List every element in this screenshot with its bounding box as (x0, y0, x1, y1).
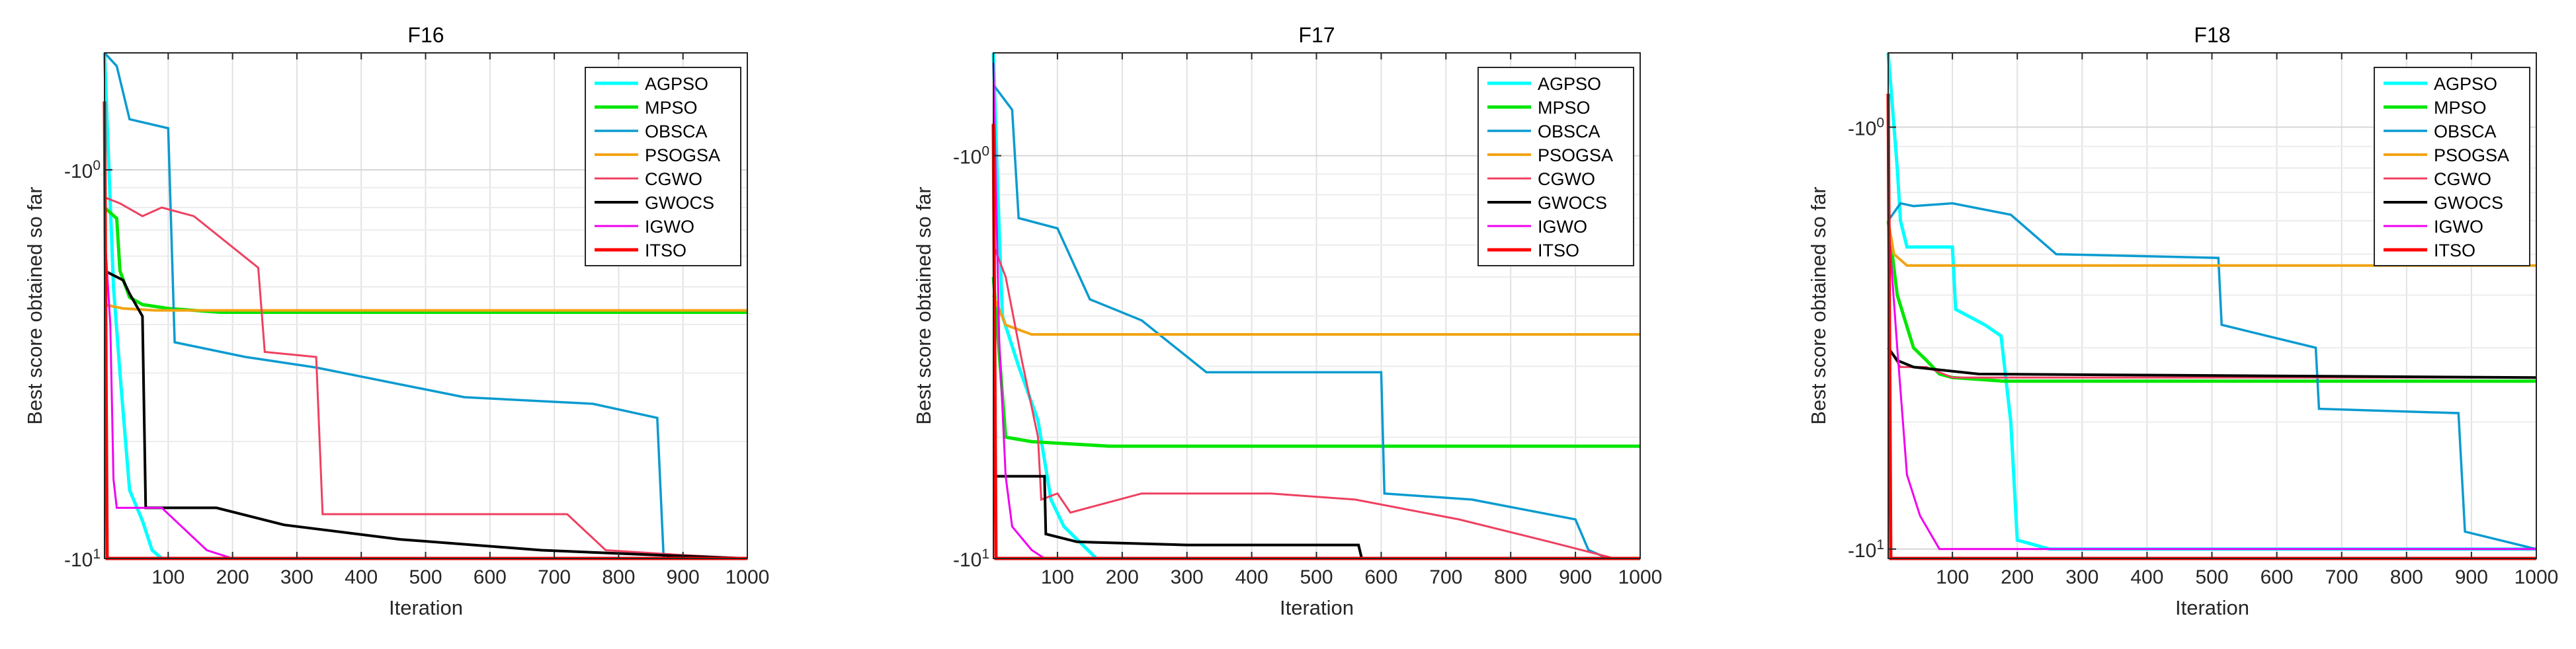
y-axis: -100 -101 Best score obtained so far (1807, 115, 1896, 562)
legend-label-agpso: AGPSO (645, 74, 708, 94)
y-tick-label: -100 (64, 158, 101, 182)
series-line-obsca (992, 84, 1640, 560)
series-line-agpso (1886, 52, 2536, 551)
x-tick-label: 200 (1106, 566, 1139, 588)
x-tick-label: 700 (1429, 566, 1462, 588)
legend-label-igwo: IGWO (645, 217, 694, 237)
x-tick-label: 300 (2065, 566, 2098, 588)
x-tick-label: 900 (667, 566, 700, 588)
x-tick-label: 800 (602, 566, 635, 588)
series-line-igwo (1887, 220, 2536, 551)
x-tick-label: 700 (538, 566, 571, 588)
x-tick-label: 200 (2001, 566, 2034, 588)
legend: AGPSO MPSO OBSCA PSOGSA CGWO GWOCS IGWO ITSO (1477, 67, 1634, 266)
legend-label-mpso: MPSO (2434, 98, 2487, 118)
x-tick-label: 300 (280, 566, 313, 588)
x-tick-label: 400 (2130, 566, 2163, 588)
legend-label-igwo: IGWO (2434, 217, 2483, 237)
legend-label-psogsa: PSOGSA (2434, 145, 2509, 165)
y-axis: -100 -101 Best score obtained so far (23, 158, 112, 571)
x-tick-label: 500 (1300, 566, 1333, 588)
legend-label-cgwo: CGWO (2434, 169, 2491, 189)
x-tick-label: 500 (2195, 566, 2228, 588)
x-axis: 100 200 300 400 500 600 700 800 900 1000 Iteration (151, 53, 769, 619)
legend-label-itso: ITSO (1538, 241, 1579, 260)
x-tick-label: 100 (1041, 566, 1074, 588)
x-tick-label: 600 (474, 566, 507, 588)
legend-box (1477, 67, 1634, 266)
legend-label-agpso: AGPSO (1538, 74, 1601, 94)
x-tick-label: 700 (2325, 566, 2358, 588)
x-tick-label: 600 (2261, 566, 2294, 588)
chart-title: F16 (407, 23, 444, 47)
y-tick-label: -101 (953, 547, 989, 571)
series-line-mpso (1886, 220, 2536, 383)
legend-label-obsca: OBSCA (1538, 122, 1600, 141)
y-tick-label: -101 (1848, 537, 1884, 562)
legend-label-psogsa: PSOGSA (645, 145, 720, 165)
legend-label-agpso: AGPSO (2434, 74, 2497, 94)
legend-label-gwocs: GWOCS (1538, 193, 1607, 213)
series-line-agpso (103, 52, 747, 560)
x-axis: 100 200 300 400 500 600 700 800 900 1000 Iteration (1041, 53, 1662, 619)
series-line-gwocs (1887, 347, 2537, 379)
x-tick-label: 900 (1559, 566, 1592, 588)
legend-label-itso: ITSO (645, 241, 686, 260)
x-axis-label: Iteration (389, 596, 463, 619)
x-tick-label: 300 (1171, 566, 1204, 588)
x-axis-label: Iteration (1280, 596, 1354, 619)
legend-box (585, 67, 741, 266)
series-line-cgwo (992, 245, 1640, 560)
x-tick-label: 1000 (1618, 566, 1663, 588)
y-axis-label: Best score obtained so far (912, 186, 935, 424)
legend-label-cgwo: CGWO (1538, 169, 1595, 189)
legend-label-gwocs: GWOCS (2434, 193, 2503, 213)
series-line-obsca (1887, 202, 2537, 551)
legend: AGPSO MPSO OBSCA PSOGSA CGWO GWOCS IGWO ITSO (585, 67, 741, 266)
x-tick-label: 400 (345, 566, 378, 588)
legend-label-igwo: IGWO (1538, 217, 1587, 237)
x-tick-label: 100 (151, 566, 185, 588)
legend-label-itso: ITSO (2434, 241, 2475, 260)
chart-f18: 100 200 300 400 500 600 700 800 900 1000 Iteration… (1807, 23, 2558, 619)
legend-label-obsca: OBSCA (2434, 122, 2497, 141)
x-tick-label: 800 (2390, 566, 2423, 588)
legend: AGPSO MPSO OBSCA PSOGSA CGWO GWOCS IGWO ITSO (2374, 67, 2530, 266)
chart-title: F18 (2194, 23, 2230, 47)
x-tick-label: 500 (409, 566, 442, 588)
legend-label-obsca: OBSCA (645, 122, 708, 141)
legend-label-cgwo: CGWO (645, 169, 702, 189)
series-line-gwocs (104, 269, 748, 560)
x-tick-label: 200 (216, 566, 249, 588)
legend-box (2374, 67, 2530, 266)
series-line-psogsa (1887, 220, 2536, 267)
series-line-obsca (103, 52, 747, 560)
y-axis: -100 -101 Best score obtained so far (912, 144, 1001, 571)
series-line-cgwo (104, 196, 748, 560)
grid (1888, 53, 2537, 558)
legend-label-mpso: MPSO (1538, 98, 1591, 118)
legend-label-mpso: MPSO (645, 98, 698, 118)
x-tick-label: 800 (1494, 566, 1527, 588)
series-line-gwocs (993, 475, 1640, 560)
x-tick-label: 1000 (726, 566, 770, 588)
y-tick-label: -101 (64, 547, 101, 571)
legend-label-gwocs: GWOCS (645, 193, 714, 213)
x-tick-label: 400 (1235, 566, 1268, 588)
chart-f16: 100 200 300 400 500 600 700 800 900 1000 Iteration… (23, 23, 769, 619)
x-axis: 100 200 300 400 500 600 700 800 900 1000 Iteration (1936, 53, 2558, 619)
x-tick-label: 600 (1364, 566, 1397, 588)
chart-title: F17 (1298, 23, 1335, 47)
y-tick-label: -100 (953, 144, 989, 169)
x-tick-label: 1000 (2514, 566, 2559, 588)
x-axis-label: Iteration (2175, 596, 2249, 619)
x-tick-label: 900 (2455, 566, 2488, 588)
legend-label-psogsa: PSOGSA (1538, 145, 1613, 165)
x-tick-label: 100 (1936, 566, 1969, 588)
y-axis-label: Best score obtained so far (1807, 186, 1830, 424)
chart-f17: 100 200 300 400 500 600 700 800 900 1000 Iteration… (912, 23, 1662, 619)
y-axis-label: Best score obtained so far (23, 186, 46, 424)
y-tick-label: -100 (1848, 115, 1884, 139)
